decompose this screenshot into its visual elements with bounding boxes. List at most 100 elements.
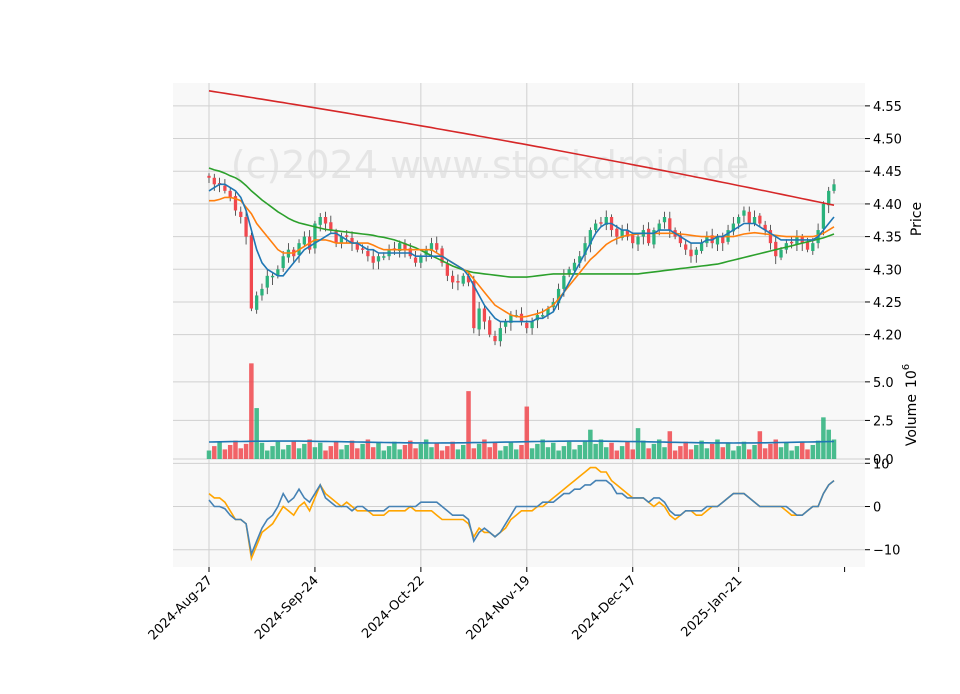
candle-body (556, 288, 561, 304)
volume-bar (529, 448, 535, 459)
candle-body (398, 243, 402, 251)
volume-bar (349, 440, 355, 459)
candle-body (684, 244, 688, 250)
candle-body (451, 275, 455, 283)
candle-body (662, 217, 667, 223)
volume-bar (254, 408, 259, 459)
volume-bar (593, 443, 598, 459)
candle-body (244, 217, 248, 237)
volume-bar (333, 441, 339, 459)
candle-body (334, 231, 338, 244)
volume-bar (540, 439, 545, 459)
volume-bar (439, 450, 445, 459)
volume-bar (805, 449, 810, 459)
price-axis: 4.20 4.25 4.30 4.35 4.40 4.45 4.50 4.55 (865, 100, 902, 344)
candle-body (827, 190, 831, 206)
volume-bar (429, 447, 434, 459)
volume-bar (709, 443, 715, 459)
volume-bar (630, 449, 635, 459)
volume-bar (598, 439, 604, 459)
volume-bar (503, 446, 508, 459)
price-axis-label: Price (909, 202, 925, 236)
candle-body (588, 230, 592, 245)
candle-body (239, 211, 243, 217)
volume-bar (667, 431, 673, 459)
volume-axis-label-main: Volume (904, 394, 920, 446)
candle-body (646, 228, 651, 244)
candle-body (678, 235, 683, 244)
candle-body (594, 223, 598, 231)
candle-body (249, 235, 254, 309)
volume-bar (572, 449, 577, 459)
candle-body (541, 315, 545, 317)
osc-tick-label: −10 (873, 544, 900, 559)
volume-bar (535, 443, 540, 459)
candle-body (715, 236, 720, 245)
ma-mid-line (209, 196, 835, 318)
candle-body (620, 230, 624, 238)
volume-bar (815, 440, 821, 459)
candle-body (498, 328, 502, 342)
volume-bar (286, 445, 291, 459)
candle-body (329, 222, 333, 231)
volume-bar (243, 443, 249, 459)
volume-bar (672, 450, 678, 459)
volume-bar (445, 446, 450, 459)
candle-body (318, 217, 322, 225)
candle-body (768, 230, 773, 244)
x-tick-label: 2024-Oct-22 (359, 573, 427, 641)
ma-200-line (208, 90, 835, 206)
volume-bar (392, 441, 397, 459)
candle-body (223, 185, 227, 191)
candle-body (752, 217, 757, 224)
candle-body (212, 177, 216, 185)
volume-bar (233, 440, 238, 459)
x-tick-label: 2024-Aug-27 (146, 573, 216, 643)
candle-body (742, 210, 746, 216)
volume-bar (206, 450, 212, 459)
ma-short-line (208, 183, 835, 323)
candle-body (652, 230, 656, 245)
candle-body (345, 235, 349, 237)
volume-bar (656, 439, 662, 459)
volume-bar (365, 439, 371, 459)
x-tick-label: 2024-Dec-17 (569, 573, 639, 643)
candle-body (779, 249, 783, 258)
volume-bar (762, 448, 768, 459)
volume-bar (487, 447, 492, 459)
candle-body (689, 249, 693, 257)
x-tick-label: 2024-Sep-24 (252, 573, 322, 643)
volume-bar (773, 439, 778, 459)
volume-bar (265, 450, 270, 459)
volume-bar (482, 439, 487, 459)
volume-bar (768, 443, 773, 459)
volume-bar (222, 449, 228, 459)
volume-bar (434, 442, 440, 459)
volume-bar (291, 440, 296, 459)
volume-bar (339, 449, 344, 459)
candle-body (668, 218, 672, 231)
candle-body (435, 243, 439, 250)
volume-bar (694, 445, 699, 459)
candle-body (477, 308, 481, 330)
candle-body (821, 203, 826, 229)
volume-bar (249, 363, 254, 459)
volume-bar (577, 445, 583, 459)
volume-bar (323, 450, 328, 459)
volume-bar (810, 445, 816, 459)
volume-bar (413, 448, 418, 459)
candle-body (763, 224, 767, 231)
volume-average-line (208, 440, 835, 444)
candle-body (276, 269, 280, 276)
osc-tick-label: 0 (873, 501, 881, 516)
candle-body (260, 288, 264, 296)
candle-body (366, 250, 370, 257)
candle-body (636, 236, 640, 245)
volume-bar (455, 449, 461, 459)
candle-body (228, 190, 232, 198)
volume-bar (227, 445, 233, 459)
volume-bar (699, 440, 704, 459)
candle-body (625, 230, 630, 237)
candle-body (482, 308, 487, 322)
